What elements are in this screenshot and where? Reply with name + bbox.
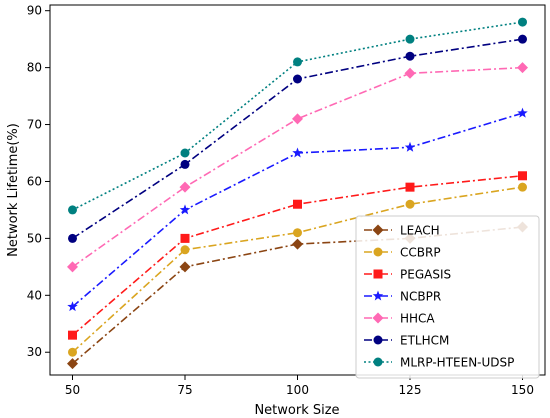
legend-swatch-marker (373, 247, 383, 257)
legend-entry: MLRP-HTEEN-UDSP (364, 356, 514, 370)
y-tick-label: 50 (27, 231, 42, 245)
data-point (405, 34, 415, 44)
legend-swatch-marker (373, 269, 383, 279)
data-point (518, 34, 527, 44)
legend-entry: ETLHCM (364, 334, 449, 348)
data-point (68, 205, 77, 215)
data-point (518, 182, 527, 192)
data-point (292, 113, 303, 125)
legend-label: HHCA (400, 312, 435, 326)
legend-label: CCBRP (400, 246, 441, 260)
series-mlrp-hteen-udsp (68, 17, 527, 215)
x-tick-label: 50 (65, 383, 80, 397)
series-ncbpr (67, 107, 528, 312)
series-etlhcm (68, 34, 527, 243)
x-tick-label: 75 (177, 383, 192, 397)
y-tick-label: 70 (27, 118, 42, 132)
legend-swatch-marker (373, 357, 383, 367)
series-line (71, 186, 523, 353)
legend-label: LEACH (400, 224, 440, 238)
data-point (518, 17, 527, 27)
x-tick-label: 125 (399, 383, 422, 397)
legend-swatch-marker (372, 224, 384, 236)
legend: LEACH CCBRP PEGASIS NCBPR HHCA ETLHCM MLRP-HTE… (355, 215, 540, 379)
series-pegasis (68, 171, 527, 340)
data-point (179, 181, 191, 193)
y-tick-label: 30 (27, 345, 42, 359)
data-point (180, 245, 190, 255)
x-axis-ticks: 50 75 100 125 150 (65, 375, 534, 397)
data-point (180, 233, 190, 243)
data-point (180, 148, 190, 158)
series-ccbrp (68, 182, 527, 357)
data-point (404, 141, 416, 152)
data-point (292, 147, 303, 158)
data-point (68, 347, 77, 357)
series-hhca (67, 62, 528, 273)
data-point (293, 228, 302, 238)
data-point (517, 62, 528, 74)
legend-swatch-marker (372, 312, 384, 324)
y-tick-label: 80 (27, 61, 42, 75)
legend-swatch-marker (373, 335, 383, 345)
legend-entry: CCBRP (364, 246, 441, 260)
legend-entry: LEACH (364, 224, 440, 238)
legend-label: NCBPR (400, 290, 441, 304)
data-point (180, 159, 190, 169)
data-point (404, 67, 416, 79)
data-point (293, 57, 302, 67)
legend-entry: HHCA (364, 312, 435, 326)
data-point (293, 199, 302, 209)
data-point (405, 182, 415, 192)
legend-entry: PEGASIS (364, 268, 451, 282)
data-point (405, 199, 415, 209)
series-line (71, 174, 523, 336)
data-point (405, 51, 415, 61)
data-point (179, 261, 191, 273)
y-axis-label: Network Lifetime(%) (6, 123, 21, 257)
legend-swatch-marker (372, 290, 384, 301)
data-point (67, 301, 78, 312)
legend-entry: NCBPR (364, 290, 441, 304)
data-point (518, 171, 527, 181)
data-point (68, 233, 77, 243)
data-point (179, 204, 191, 215)
x-axis-label: Network Size (254, 403, 339, 418)
data-point (68, 330, 77, 340)
y-tick-label: 40 (27, 288, 42, 302)
data-point (517, 107, 528, 118)
x-tick-label: 150 (511, 383, 534, 397)
series-line (72, 66, 523, 268)
y-tick-label: 60 (27, 174, 42, 188)
legend-label: ETLHCM (400, 334, 449, 348)
data-point (67, 358, 78, 370)
data-point (67, 261, 78, 273)
legend-label: PEGASIS (400, 268, 451, 282)
x-tick-label: 100 (286, 383, 309, 397)
data-point (292, 238, 303, 250)
y-tick-label: 90 (27, 4, 42, 18)
legend-label: MLRP-HTEEN-UDSP (400, 356, 514, 370)
y-axis-ticks: 30 40 50 60 70 80 90 (27, 4, 50, 359)
legend-frame (355, 215, 540, 379)
data-point (293, 74, 302, 84)
